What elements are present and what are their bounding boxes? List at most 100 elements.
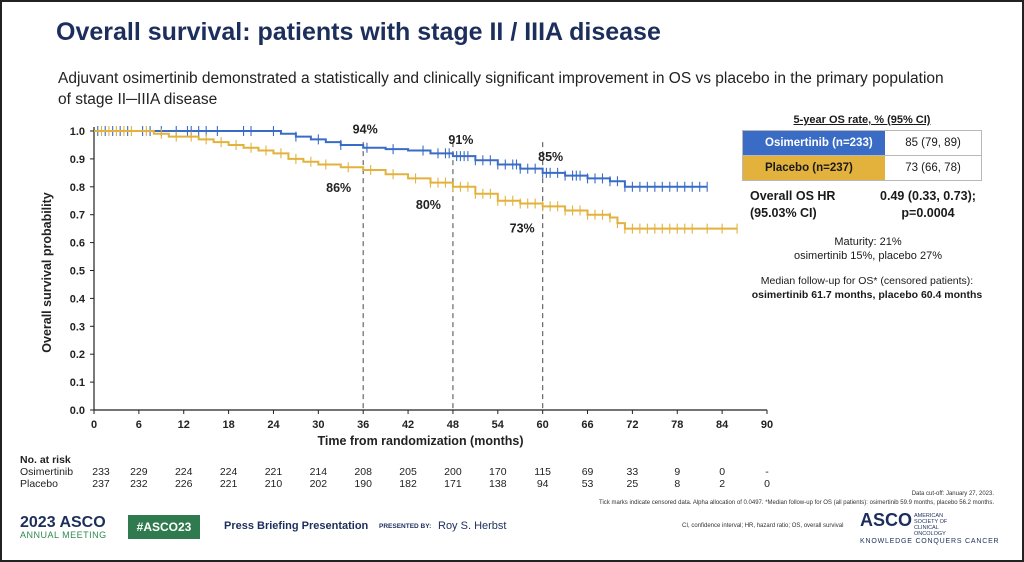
at-risk-cell: 25 — [626, 478, 639, 490]
y-tick-label: 0.7 — [70, 210, 85, 222]
os-rate-value: 73 (66, 78) — [905, 162, 961, 174]
x-tick-label: 48 — [447, 419, 459, 431]
presenter-name: Roy S. Herbst — [438, 520, 507, 532]
asco-tagline: KNOWLEDGE CONQUERS CANCER — [860, 538, 1000, 545]
at-risk-cell: 232 — [130, 478, 148, 490]
annotation-label: 73% — [510, 221, 535, 235]
abbreviations: CI, confidence interval; HR, hazard rati… — [682, 523, 844, 529]
at-risk-cell: 221 — [219, 478, 238, 490]
y-tick-label: 0.3 — [70, 321, 85, 333]
at-risk-cell: 2 — [719, 478, 726, 490]
footnote: Tick marks indicate censored data. Alpha… — [599, 500, 994, 506]
followup-text: Median follow-up for OS* (censored patie… — [732, 274, 1002, 302]
x-tick-label: 18 — [222, 419, 234, 431]
at-risk-cell: 170 — [489, 466, 507, 478]
meeting-org: ASCO — [59, 514, 106, 531]
hr-value-line2: p=0.0004 — [901, 206, 955, 220]
press-briefing-label: Press Briefing Presentation — [224, 520, 369, 532]
at-risk-cell: 202 — [309, 478, 328, 490]
meeting-year: 2023 — [20, 514, 56, 531]
x-tick-label: 12 — [178, 419, 190, 431]
y-tick-label: 0.8 — [70, 182, 85, 194]
presented-by-label: PRESENTED BY: — [379, 523, 432, 530]
x-axis-label: Time from randomization (months) — [317, 434, 523, 448]
os-rate-header: 5-year OS rate, % (95% CI) — [793, 114, 931, 126]
x-tick-label: 60 — [537, 419, 549, 431]
x-tick-label: 24 — [267, 419, 280, 431]
x-tick-label: 66 — [581, 419, 593, 431]
at-risk-cell: 233 — [92, 466, 110, 478]
slide-subtitle: Adjuvant osimertinib demonstrated a stat… — [58, 70, 944, 108]
at-risk-cell: 224 — [219, 466, 238, 478]
x-tick-label: 84 — [716, 419, 729, 431]
at-risk-cell: 200 — [444, 466, 462, 478]
y-tick-label: 0.4 — [70, 293, 86, 305]
at-risk-cell: 53 — [581, 478, 594, 490]
at-risk-cell: 210 — [264, 478, 283, 490]
at-risk-cell: 138 — [489, 478, 507, 490]
annotation-label: 94% — [353, 123, 378, 137]
at-risk-cell: 205 — [399, 466, 417, 478]
at-risk-cell: 8 — [674, 478, 681, 490]
hashtag-badge: #ASCO23 — [128, 515, 200, 539]
at-risk-cell: 94 — [536, 478, 549, 490]
at-risk-cell: 229 — [130, 466, 148, 478]
os-rate-panel: 5-year OS rate, % (95% CI) Osimertinib (… — [742, 114, 982, 181]
os-rate-row: Placebo (n=237) 73 (66, 78) — [742, 155, 982, 181]
at-risk-cell: 182 — [399, 478, 417, 490]
y-axis-label: Overall survival probability — [40, 192, 54, 353]
maturity-text: Maturity: 21% osimertinib 15%, placebo 2… — [750, 235, 986, 263]
y-tick-label: 0.5 — [70, 266, 85, 278]
hr-value: 0.49 (0.33, 0.73); p=0.0004 — [870, 188, 986, 222]
at-risk-cell: 190 — [354, 478, 372, 490]
x-tick-label: 90 — [761, 419, 773, 431]
os-rate-arm: Osimertinib (n=233) — [743, 131, 885, 155]
series-line-osimertinib — [94, 130, 708, 188]
y-tick-label: 0.1 — [70, 377, 85, 389]
at-risk-cell: 0 — [764, 478, 770, 490]
maturity-line1: Maturity: 21% — [834, 236, 902, 248]
os-rate-arm: Placebo (n=237) — [743, 156, 885, 180]
asco-society-logo: ASCO AMERICAN SOCIETY OF CLINICAL ONCOLOG… — [860, 510, 1000, 545]
hr-label-line2: (95.03% CI) — [750, 206, 817, 220]
at-risk-cell: 115 — [534, 466, 552, 478]
meeting-name: ANNUAL MEETING — [20, 530, 107, 540]
asco-wordmark: ASCO — [860, 510, 913, 530]
x-tick-label: 6 — [136, 419, 142, 431]
at-risk-cell: 237 — [92, 478, 110, 490]
data-cutoff: Data cut-off: January 27, 2023. — [911, 491, 994, 497]
x-tick-label: 36 — [357, 419, 369, 431]
at-risk-cell: 171 — [444, 478, 462, 490]
followup-line1: Median follow-up for OS* (censored patie… — [760, 275, 974, 287]
at-risk-cell: 226 — [174, 478, 193, 490]
os-rate-value: 85 (79, 89) — [905, 137, 961, 149]
x-tick-label: 0 — [91, 419, 97, 431]
at-risk-cell: 221 — [264, 466, 283, 478]
x-tick-label: 42 — [402, 419, 414, 431]
os-rate-row: Osimertinib (n=233) 85 (79, 89) — [742, 130, 982, 155]
at-risk-cell: 224 — [174, 466, 193, 478]
annotation-label: 85% — [538, 150, 563, 164]
maturity-line2: osimertinib 15%, placebo 27% — [794, 250, 942, 262]
at-risk-cell: 69 — [581, 466, 594, 478]
slide-title: Overall survival: patients with stage II… — [56, 18, 661, 46]
x-tick-label: 30 — [312, 419, 324, 431]
x-tick-label: 54 — [492, 419, 505, 431]
hr-label-line1: Overall OS HR — [750, 189, 836, 203]
asco-meeting-logo: 2023 ASCO ANNUAL MEETING — [20, 514, 107, 540]
at-risk-cell: 208 — [354, 466, 372, 478]
y-tick-label: 1.0 — [70, 126, 85, 138]
y-tick-label: 0.9 — [70, 154, 85, 166]
x-tick-label: 78 — [671, 419, 683, 431]
at-risk-row-label: Placebo — [20, 478, 58, 490]
at-risk-title: No. at risk — [20, 454, 71, 466]
followup-line2: osimertinib 61.7 months, placebo 60.4 mo… — [751, 289, 983, 301]
hr-value-line1: 0.49 (0.33, 0.73); — [880, 189, 976, 203]
at-risk-cell: 33 — [626, 466, 639, 478]
y-tick-label: 0.2 — [70, 349, 85, 361]
y-tick-label: 0.6 — [70, 238, 85, 250]
asco-fullname: AMERICAN SOCIETY OF CLINICAL ONCOLOGY — [914, 513, 948, 537]
at-risk-row-label: Osimertinib — [20, 466, 74, 478]
